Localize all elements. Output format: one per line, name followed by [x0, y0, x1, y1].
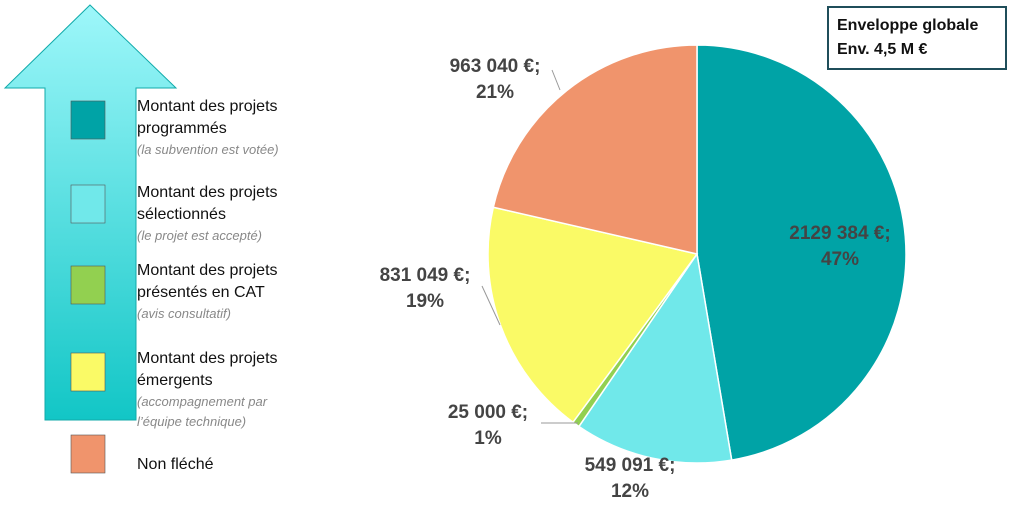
legend-swatch [70, 434, 106, 474]
legend-entry: Montant des projets sélectionnés (le proj… [137, 182, 312, 246]
pie-slice [577, 252, 733, 464]
legend-swatch [70, 352, 106, 392]
legend-entry: Montant des projets émergents (accompagne… [137, 348, 282, 432]
legend-note: (accompagnement par l’équipe technique) [137, 394, 268, 429]
legend-swatch [70, 184, 106, 224]
legend-label: Montant des projets sélectionnés [137, 184, 278, 223]
value-label: 831 049 €; [380, 265, 471, 286]
legend-entry: Montant des projets programmés (la subven… [137, 96, 312, 160]
legend-label: Montant des projets programmés [137, 98, 278, 137]
value-label: 963 040 €; [450, 56, 541, 77]
annotation-line: Env. 4,5 M € [837, 41, 928, 58]
value-label: 12% [611, 481, 649, 502]
annotation-line: Enveloppe globale [837, 17, 979, 34]
legend-label: Non fléché [137, 456, 214, 473]
value-label: 47% [821, 249, 859, 270]
pie-slice [492, 44, 698, 255]
legend-swatch [70, 265, 106, 305]
legend-note: (le projet est accepté) [137, 228, 263, 243]
legend-entry: Montant des projets présentés en CAT (avi… [137, 260, 312, 324]
pie-slice [696, 44, 907, 461]
legend-swatch [70, 100, 106, 140]
value-label: 549 091 €; [585, 455, 676, 476]
leader-line [481, 285, 501, 326]
legend-label: Montant des projets présentés en CAT [137, 262, 278, 301]
legend-label: Montant des projets émergents [137, 350, 278, 389]
value-label: 25 000 €; [448, 402, 528, 423]
value-label: 1% [474, 428, 502, 449]
value-label: 21% [476, 82, 514, 103]
leader-line [551, 69, 561, 91]
value-label: 2129 384 €; [789, 223, 890, 244]
pie-slice [487, 206, 699, 424]
legend-note: (avis consultatif) [137, 306, 231, 321]
value-label: 19% [406, 291, 444, 312]
legend-entry: Non fléché [137, 454, 312, 476]
legend-note: (la subvention est votée) [137, 142, 279, 157]
annotation-box: Enveloppe globale Env. 4,5 M € [827, 6, 1007, 70]
